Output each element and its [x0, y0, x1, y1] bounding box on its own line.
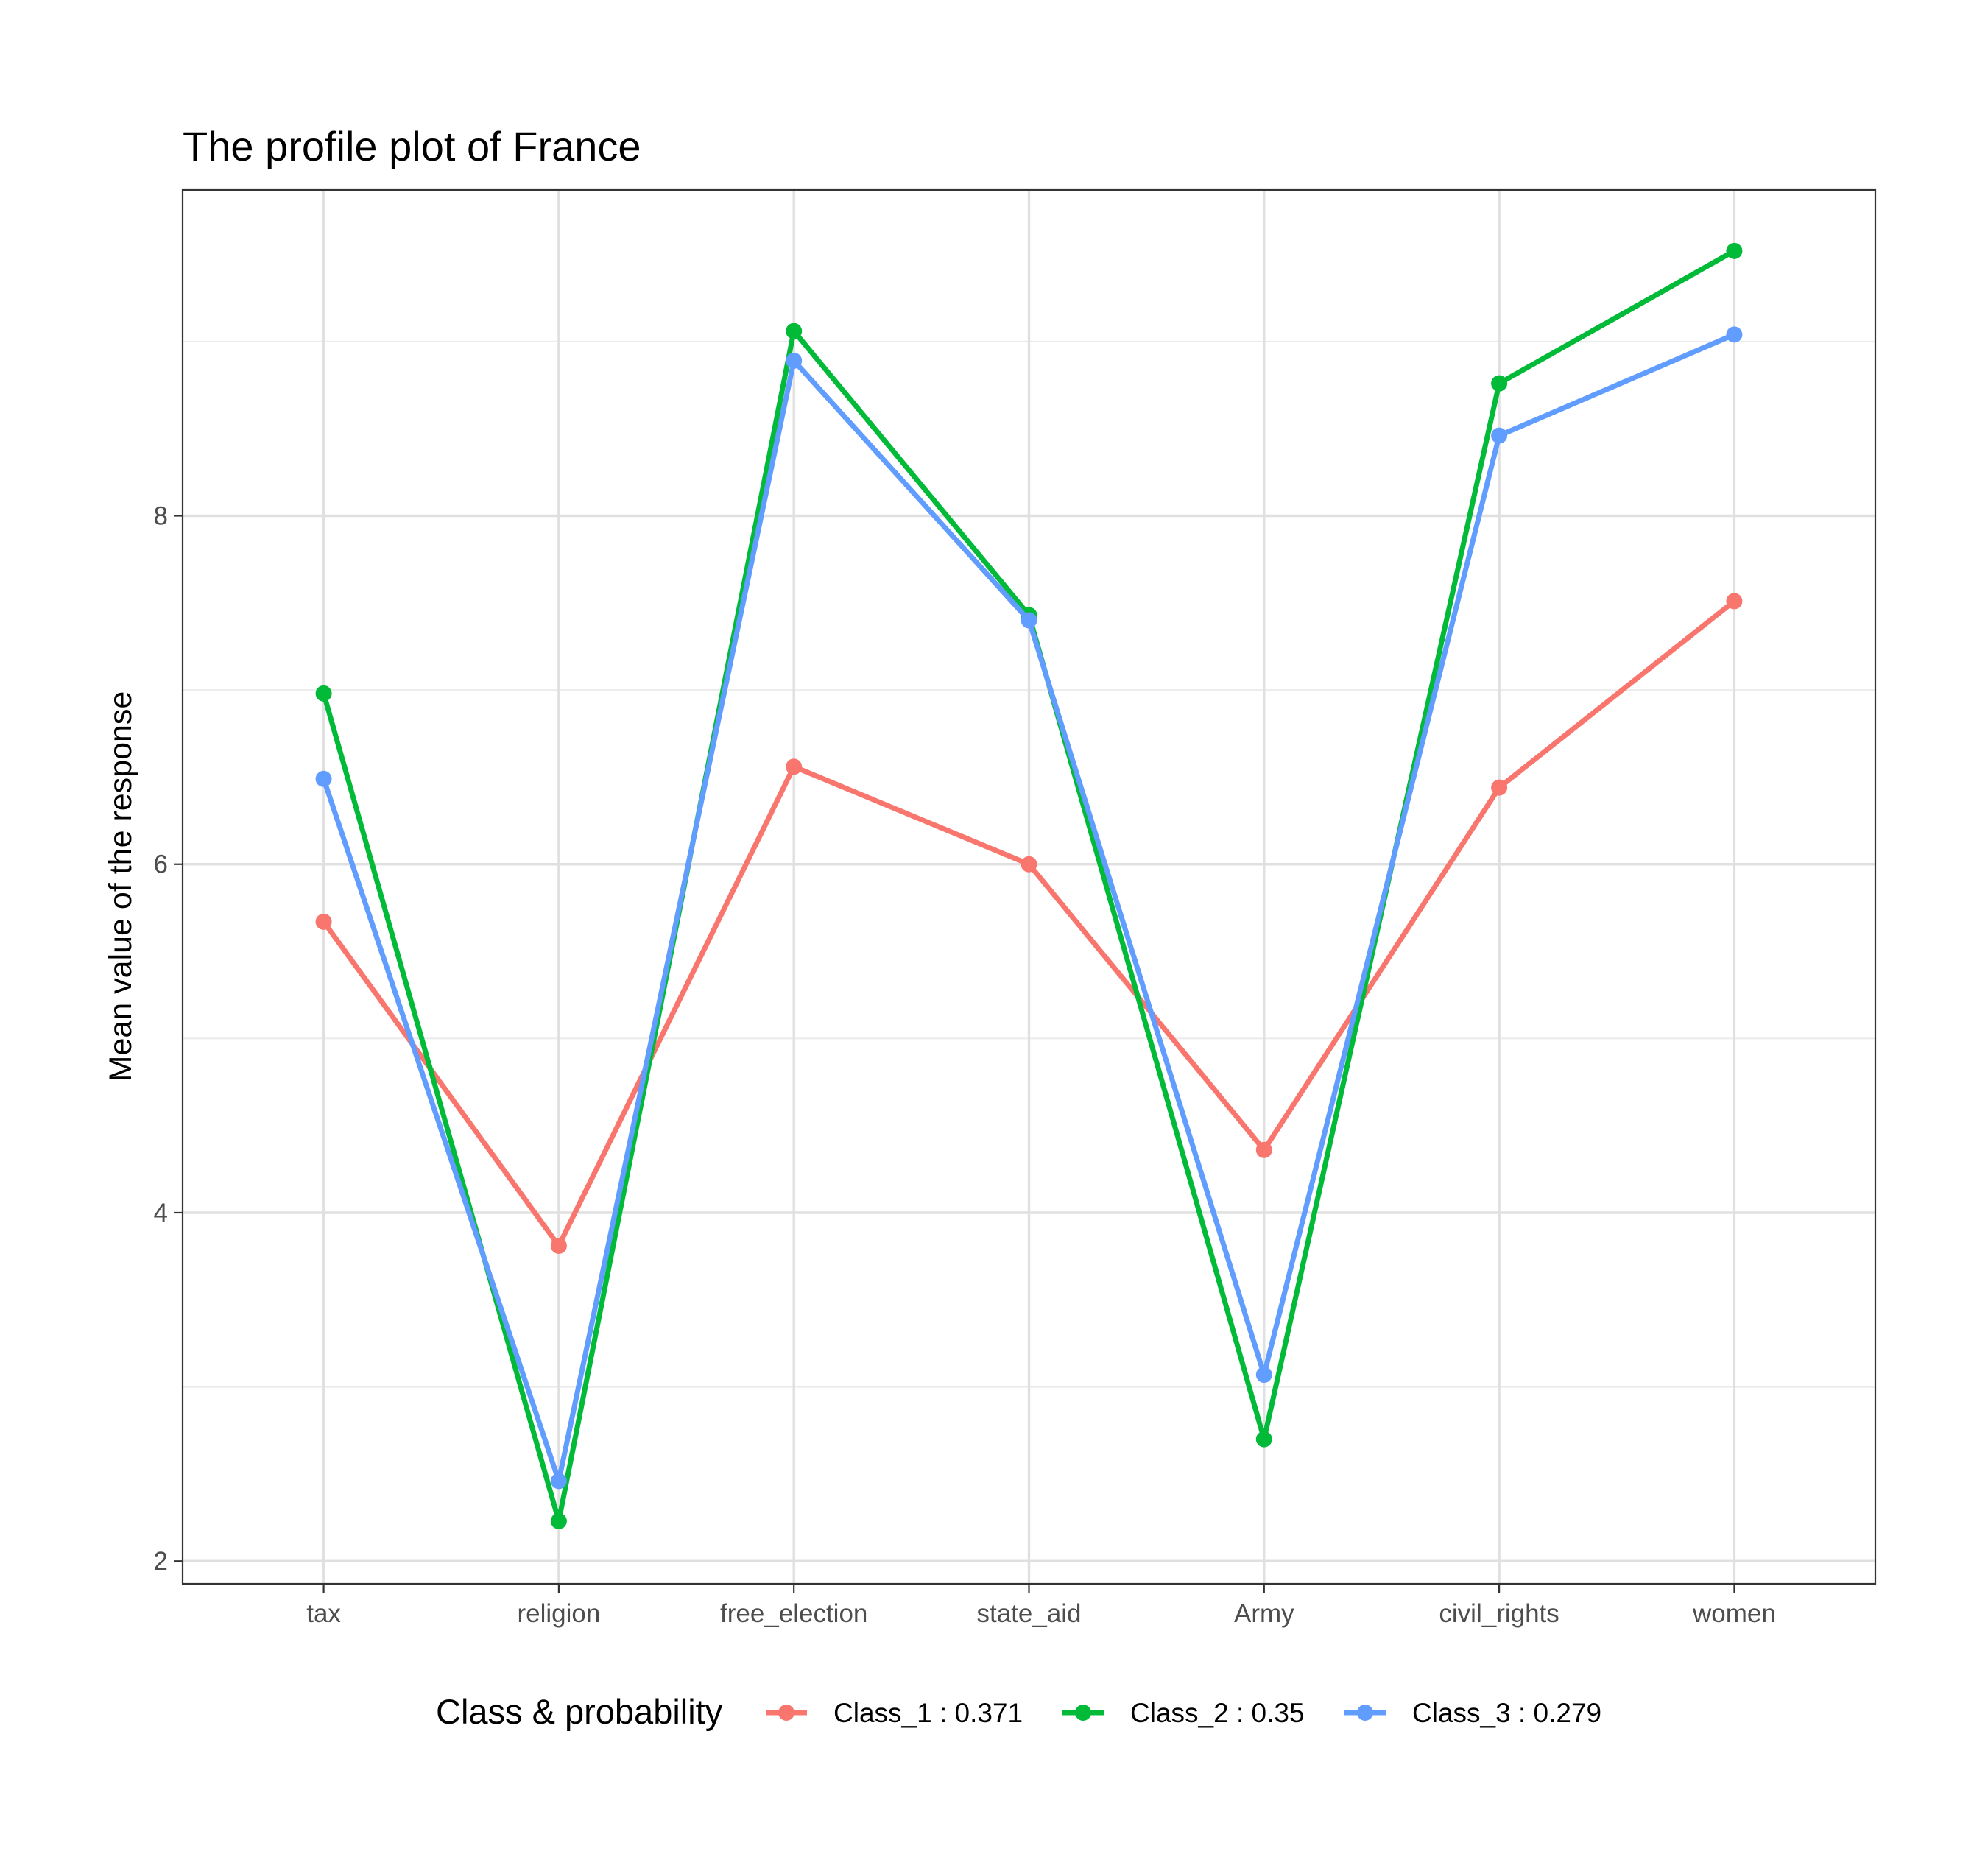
data-point — [1021, 612, 1037, 629]
series-layer — [315, 242, 1743, 1529]
data-point — [1726, 242, 1743, 259]
data-point — [1255, 1367, 1272, 1384]
x-tick-label: women — [1692, 1599, 1776, 1628]
data-point — [315, 913, 332, 930]
x-tick-label: free_election — [720, 1599, 867, 1628]
legend-label: Class_1 : 0.371 — [833, 1698, 1023, 1728]
y-axis-title: Mean value of the response — [103, 691, 138, 1082]
data-point — [786, 758, 803, 775]
legend-label: Class_2 : 0.35 — [1130, 1698, 1305, 1728]
data-point — [1726, 593, 1743, 610]
data-point — [1021, 856, 1037, 873]
legend: Class & probability Class_1 : 0.371 Class… — [436, 1692, 1601, 1731]
y-tick-label: 6 — [154, 850, 168, 879]
y-axis: 2 4 6 8 — [154, 501, 183, 1576]
major-gridlines — [183, 190, 1875, 1584]
x-tick-label: state_aid — [976, 1599, 1081, 1628]
x-tick-label: civil_rights — [1439, 1599, 1559, 1628]
data-point — [1255, 1141, 1272, 1158]
legend-title: Class & probability — [436, 1692, 723, 1731]
data-point — [550, 1237, 567, 1254]
legend-item: Class_3 : 0.279 — [1344, 1698, 1601, 1728]
x-tick-label: religion — [517, 1599, 600, 1628]
y-tick-label: 2 — [154, 1547, 168, 1576]
legend-key-point — [1357, 1705, 1373, 1721]
legend-key-point — [778, 1705, 794, 1721]
data-point — [1491, 427, 1508, 444]
data-point — [550, 1473, 567, 1490]
legend-label: Class_3 : 0.279 — [1412, 1698, 1601, 1728]
x-tick-label: tax — [306, 1599, 341, 1628]
x-axis: tax religion free_election state_aid Army civ… — [306, 1584, 1776, 1628]
legend-item: Class_2 : 0.35 — [1062, 1698, 1305, 1728]
series-3 — [315, 326, 1743, 1490]
legend-items: Class_1 : 0.371 Class_2 : 0.35 Class_3 : 0… — [766, 1698, 1601, 1728]
legend-key-point — [1075, 1705, 1091, 1721]
legend-item: Class_1 : 0.371 — [766, 1698, 1023, 1728]
data-point — [315, 685, 332, 702]
data-point — [1491, 375, 1508, 392]
data-point — [315, 770, 332, 787]
data-point — [786, 323, 803, 339]
x-tick-label: Army — [1234, 1599, 1294, 1628]
y-tick-label: 4 — [154, 1199, 168, 1227]
data-point — [1255, 1431, 1272, 1448]
data-point — [786, 352, 803, 369]
y-tick-label: 8 — [154, 501, 168, 530]
data-point — [1491, 779, 1508, 796]
data-point — [550, 1512, 567, 1529]
series-1 — [315, 593, 1743, 1254]
data-point — [1726, 326, 1743, 343]
chart-title: The profile plot of France — [183, 123, 641, 169]
